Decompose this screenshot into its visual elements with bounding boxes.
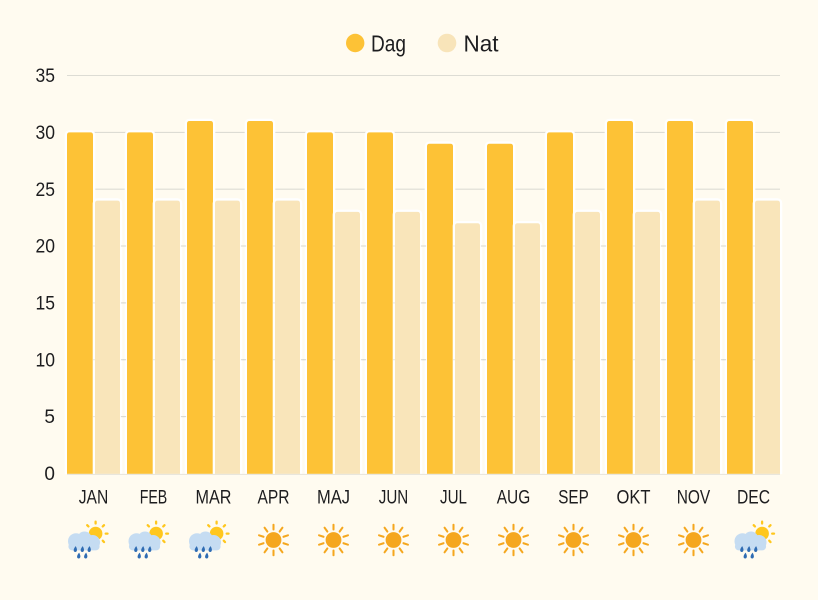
svg-text:Nat: Nat <box>464 31 499 57</box>
svg-text:DEC: DEC <box>737 487 770 509</box>
svg-text:AUG: AUG <box>497 487 531 509</box>
svg-text:25: 25 <box>36 180 56 201</box>
svg-text:MAR: MAR <box>196 487 232 509</box>
svg-text:15: 15 <box>36 294 56 315</box>
svg-text:Dag: Dag <box>371 31 406 57</box>
svg-text:SEP: SEP <box>558 487 589 509</box>
svg-text:JUN: JUN <box>379 487 409 509</box>
svg-text:0: 0 <box>44 464 55 485</box>
svg-text:NOV: NOV <box>677 487 711 509</box>
svg-text:FEB: FEB <box>140 487 168 509</box>
svg-text:APR: APR <box>258 487 290 509</box>
svg-text:JAN: JAN <box>79 487 109 509</box>
svg-text:MAJ: MAJ <box>317 487 350 509</box>
svg-text:20: 20 <box>36 237 56 258</box>
svg-text:OKT: OKT <box>617 487 651 509</box>
svg-text:JUL: JUL <box>440 487 467 509</box>
svg-text:30: 30 <box>36 123 56 144</box>
svg-text:10: 10 <box>36 350 56 371</box>
svg-text:35: 35 <box>36 66 56 87</box>
svg-text:5: 5 <box>44 407 55 428</box>
